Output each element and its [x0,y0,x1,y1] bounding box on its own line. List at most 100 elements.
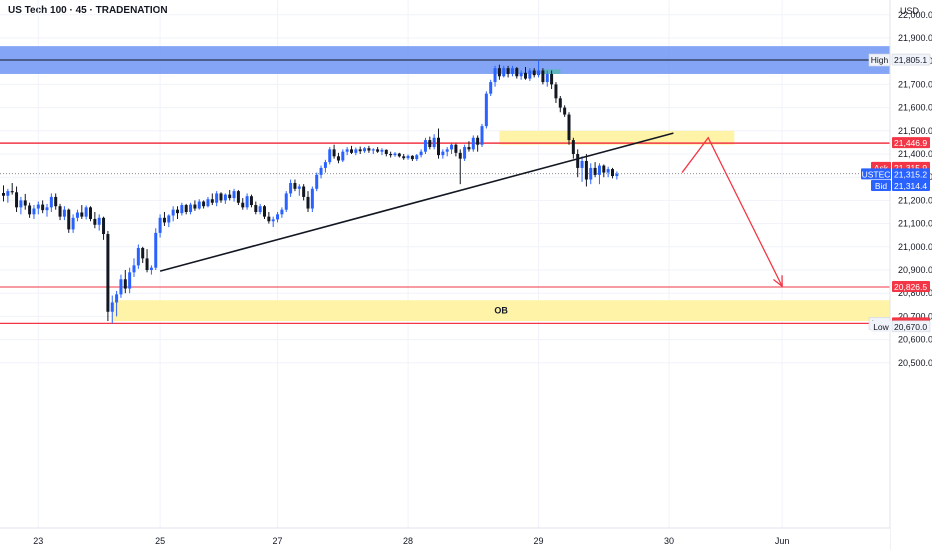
candle-body [23,200,27,206]
candle-body [28,205,32,215]
candle-body [402,156,406,159]
candle [576,149,580,178]
x-axis-labels: 23 25 27 28 29 30 Jun [33,536,789,546]
candle [463,144,467,161]
candle [254,201,258,215]
candle-body [489,82,493,94]
candle-body [184,205,188,212]
candle [115,290,119,317]
candle-body [315,174,319,189]
price-tag-value: 21,315.2 [894,169,927,179]
candle-body [10,191,14,193]
candle-body [471,137,475,150]
candle-body [519,72,523,77]
candle-body [263,206,266,217]
candle-body [71,217,75,230]
ob-zone [112,300,890,322]
x-tick-label: 28 [403,536,413,546]
candle [267,212,271,224]
candle [332,144,336,159]
candle-body [58,206,62,217]
candle-body [345,149,349,152]
candle [54,193,58,210]
candle-body [97,217,101,225]
candle-body [593,167,597,175]
candle-body [484,93,488,127]
candle [528,68,532,81]
candle [293,179,297,192]
candle [184,203,188,215]
candle [397,152,401,158]
high-label: High [871,55,889,65]
candle [23,193,27,210]
candle-body [363,148,367,152]
candle [67,208,71,233]
candle-body [297,186,301,189]
candle [223,193,227,204]
candle-body [141,247,145,259]
candle [550,70,554,90]
candle [119,274,123,298]
candle-body [106,234,110,312]
time-axis[interactable] [0,528,890,550]
candle-body [550,73,554,85]
candle-body [32,208,36,215]
ob-label: OB [494,306,508,316]
candle [89,206,92,222]
candle [80,205,84,219]
y-tick-label: 21,500.0 [898,126,932,136]
price-tag-label: USTEC [862,169,891,179]
candle-body [293,183,297,189]
candle-body [454,144,458,153]
candle-body [358,149,362,152]
candle-body [567,114,571,141]
candle-body [223,194,227,201]
candle [597,163,601,185]
candle-body [606,169,610,173]
candle-body [236,191,240,203]
price-tag-value: 20,826.5 [894,282,927,292]
candle-body [36,204,40,209]
candle-body [245,196,249,208]
candle-body [541,70,545,83]
candle [128,267,132,294]
price-axis[interactable] [890,0,932,550]
candle [219,192,223,203]
candle [471,135,475,152]
candle-body [528,70,532,79]
candle [423,137,427,154]
candle-body [580,160,584,168]
y-tick-label: 20,700.0 [898,311,932,321]
candle [236,189,240,206]
candle-body [341,151,345,161]
candle [15,186,19,212]
candle-body [506,68,510,74]
candles [2,60,619,324]
candle [406,154,410,160]
price-tag-label: Low [873,322,889,332]
x-tick-label: 30 [664,536,674,546]
candle-body [611,169,614,177]
candle [132,258,136,277]
price-tag-value: 20,670.0 [894,322,927,332]
candle [162,212,166,226]
candle [302,184,306,201]
price-tag-value: 21,315.9 [894,163,927,173]
candle-body [84,207,88,217]
candle-body [445,149,449,152]
candle-body [437,137,440,156]
candle-body [563,107,567,115]
candle-body [476,137,480,145]
candle-body [128,272,132,289]
candle [602,164,606,178]
candle-body [589,167,593,180]
candle-body [6,191,10,196]
y-tick-label: 21,600.0 [898,103,932,113]
y-tick-label: 20,500.0 [898,358,932,368]
candle [358,146,362,154]
candle-body [206,199,210,207]
candle-body [524,72,527,79]
price-tag-box [891,53,931,66]
candle-body [597,165,601,175]
